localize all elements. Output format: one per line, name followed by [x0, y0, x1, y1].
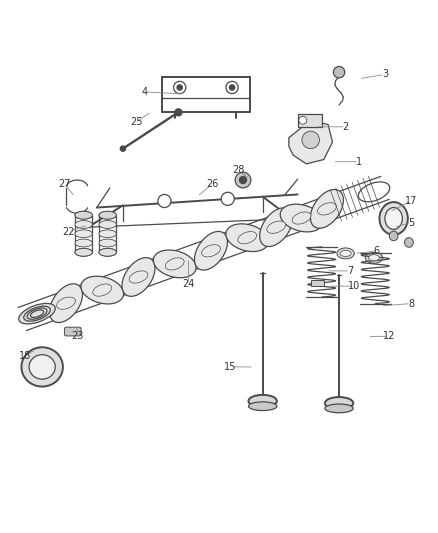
Circle shape [235, 172, 251, 188]
Ellipse shape [75, 211, 92, 219]
Text: 5: 5 [408, 218, 414, 228]
Ellipse shape [194, 231, 227, 270]
Text: 12: 12 [383, 332, 396, 341]
Ellipse shape [248, 395, 277, 407]
Ellipse shape [379, 202, 408, 235]
Ellipse shape [49, 284, 82, 322]
Ellipse shape [57, 297, 75, 309]
Circle shape [302, 131, 319, 149]
Text: 28: 28 [233, 165, 245, 175]
Ellipse shape [129, 271, 148, 283]
Ellipse shape [260, 208, 293, 247]
Ellipse shape [248, 402, 277, 410]
Text: 27: 27 [58, 179, 70, 189]
Text: 17: 17 [405, 196, 417, 206]
Text: 4: 4 [142, 87, 148, 97]
Text: 1: 1 [356, 157, 362, 167]
Ellipse shape [292, 212, 311, 224]
Text: 18: 18 [18, 351, 31, 361]
FancyBboxPatch shape [297, 114, 321, 127]
FancyBboxPatch shape [311, 280, 324, 286]
Circle shape [175, 109, 182, 116]
Text: 2: 2 [343, 122, 349, 132]
Ellipse shape [340, 251, 351, 256]
Ellipse shape [99, 230, 117, 238]
Ellipse shape [238, 231, 257, 244]
Text: 23: 23 [71, 332, 83, 341]
Text: 6: 6 [373, 246, 379, 256]
Circle shape [173, 82, 186, 94]
Ellipse shape [99, 239, 117, 247]
Circle shape [158, 195, 171, 207]
Ellipse shape [365, 252, 383, 263]
Ellipse shape [267, 221, 286, 233]
Ellipse shape [201, 245, 220, 257]
Text: 24: 24 [182, 279, 194, 289]
Circle shape [221, 192, 234, 205]
Ellipse shape [93, 284, 112, 296]
Ellipse shape [99, 248, 117, 256]
FancyBboxPatch shape [64, 327, 81, 336]
Ellipse shape [99, 248, 117, 256]
Ellipse shape [75, 221, 92, 229]
Ellipse shape [21, 348, 63, 386]
Text: 8: 8 [408, 298, 414, 309]
Ellipse shape [75, 248, 92, 256]
Circle shape [240, 176, 247, 183]
Polygon shape [289, 120, 332, 164]
Ellipse shape [165, 258, 184, 270]
Ellipse shape [389, 231, 398, 241]
Ellipse shape [311, 190, 343, 228]
Ellipse shape [99, 211, 117, 219]
Circle shape [230, 85, 235, 90]
Circle shape [120, 146, 126, 151]
Circle shape [226, 82, 238, 94]
Ellipse shape [29, 354, 55, 379]
Ellipse shape [75, 239, 92, 247]
Circle shape [177, 85, 182, 90]
Ellipse shape [405, 238, 413, 247]
Ellipse shape [337, 248, 354, 259]
Ellipse shape [19, 303, 55, 324]
Ellipse shape [75, 211, 92, 219]
Ellipse shape [75, 230, 92, 238]
Ellipse shape [75, 248, 92, 256]
Circle shape [333, 67, 345, 78]
Text: 7: 7 [347, 266, 353, 276]
Ellipse shape [99, 211, 117, 219]
Ellipse shape [153, 250, 196, 278]
Ellipse shape [368, 255, 379, 261]
Text: 3: 3 [382, 69, 388, 79]
Ellipse shape [325, 397, 353, 409]
Ellipse shape [81, 276, 124, 304]
Ellipse shape [325, 404, 353, 413]
Ellipse shape [122, 257, 155, 296]
Circle shape [299, 116, 307, 124]
Ellipse shape [318, 203, 336, 215]
Ellipse shape [280, 204, 323, 232]
Ellipse shape [226, 224, 268, 252]
Text: 10: 10 [348, 281, 360, 291]
Text: 26: 26 [206, 179, 219, 189]
Text: 15: 15 [224, 362, 236, 372]
Ellipse shape [385, 207, 403, 229]
Text: 22: 22 [62, 227, 74, 237]
Text: 25: 25 [130, 117, 142, 127]
Ellipse shape [99, 221, 117, 229]
